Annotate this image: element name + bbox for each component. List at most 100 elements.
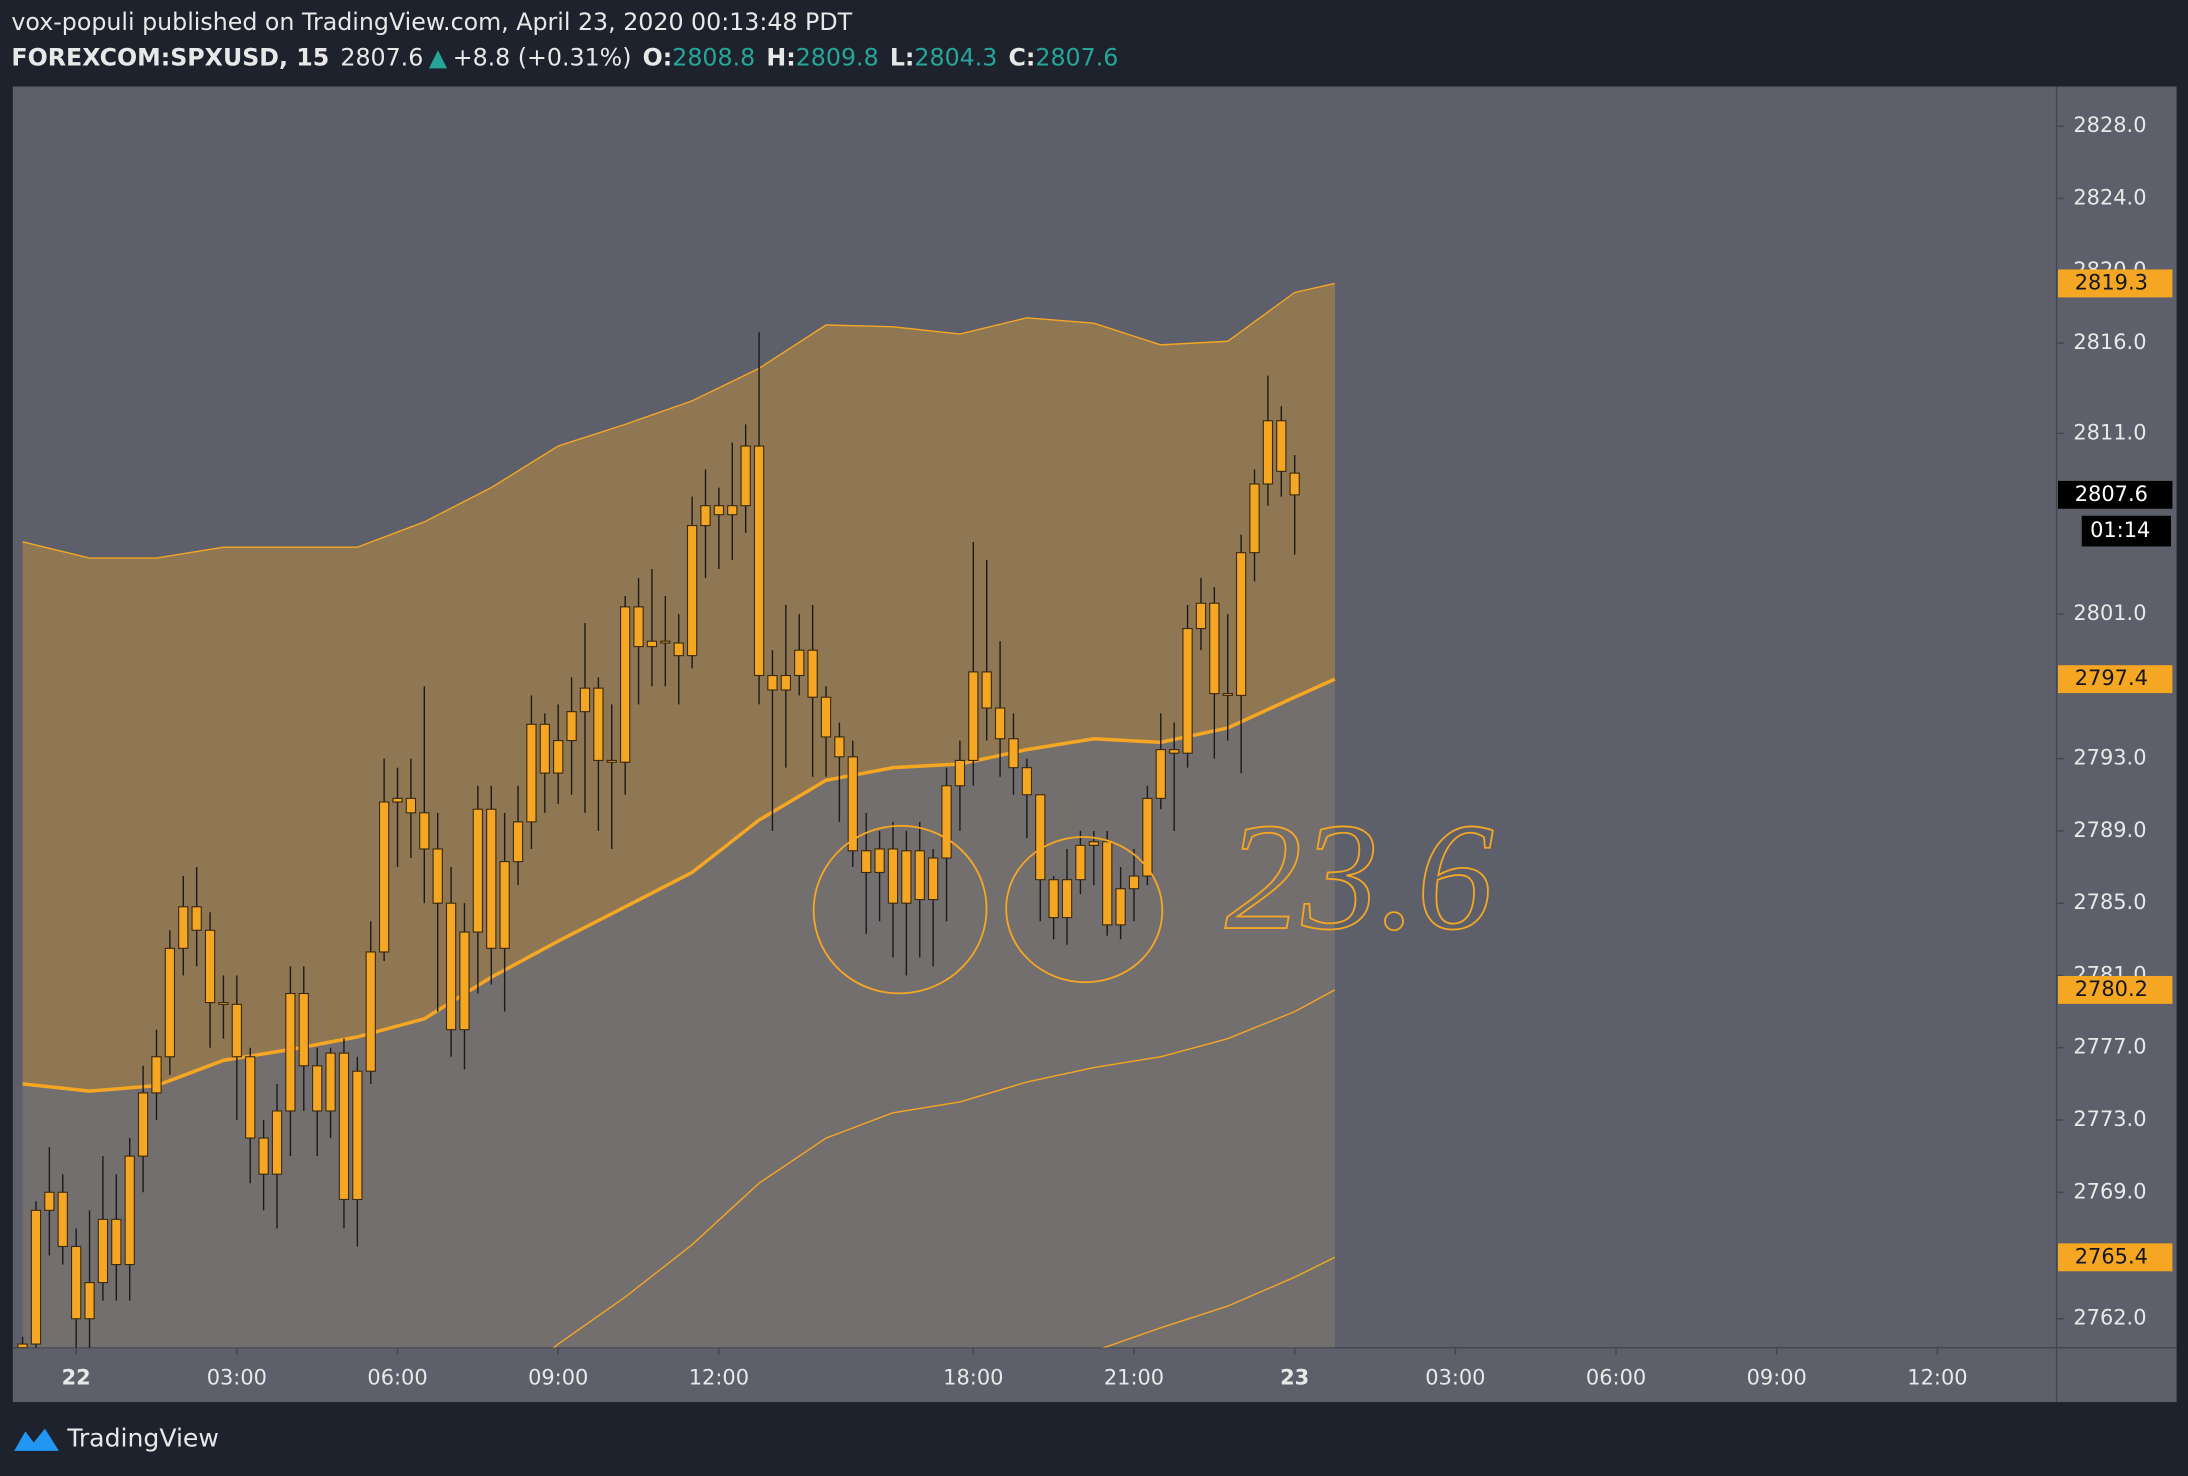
last-price: 2807.6	[340, 43, 423, 71]
candle-body	[1249, 483, 1260, 554]
candle-body	[660, 640, 671, 644]
candle-body	[365, 951, 376, 1072]
candle-body	[137, 1092, 149, 1157]
candle-body	[1048, 879, 1059, 919]
candle-body	[727, 505, 738, 516]
x-tick-label: 12:00	[689, 1365, 749, 1389]
y-tick-label: 2762.0	[2073, 1306, 2146, 1330]
overlay: 2828.02824.02820.02816.02811.02801.02793…	[62, 113, 2173, 1389]
candle-body	[539, 723, 550, 774]
candle-body	[258, 1137, 269, 1175]
candle-body	[1182, 627, 1193, 754]
lower-band-fill	[22, 679, 1335, 1348]
candle-body	[1142, 797, 1153, 877]
x-tick-label: 03:00	[1425, 1365, 1485, 1389]
candle-body	[753, 445, 765, 677]
x-tick-label: 09:00	[528, 1365, 588, 1389]
y-tick-label: 2811.0	[2073, 420, 2146, 444]
candle-body	[1035, 794, 1046, 881]
candle-body	[1008, 738, 1019, 769]
candle-body	[553, 740, 564, 774]
drawing-text: 23.6	[1225, 792, 1494, 962]
candle-body	[285, 992, 296, 1112]
candle-body	[245, 1056, 256, 1139]
band-line	[1102, 1256, 1336, 1348]
candle-body	[901, 850, 912, 904]
band-badge-label: 2780.2	[2075, 977, 2148, 1001]
y-tick-label: 2785.0	[2073, 890, 2146, 914]
candle-body	[968, 671, 979, 761]
c-label: C:	[1009, 43, 1036, 71]
candle-body	[861, 850, 872, 874]
x-tick-label: 06:00	[1586, 1365, 1646, 1389]
price-badge-label: 2807.6	[2075, 482, 2148, 506]
candle-body	[432, 848, 443, 904]
candle-body	[954, 759, 966, 787]
candle-body	[1222, 693, 1233, 696]
candle-body	[700, 505, 711, 527]
plot-area	[17, 282, 1336, 1348]
candle-body	[847, 756, 858, 852]
l-value: 2804.3	[914, 43, 997, 71]
y-tick-label: 2816.0	[2073, 330, 2146, 354]
candle-body	[593, 687, 604, 761]
brand: TradingView	[66, 1424, 219, 1453]
x-tick-label: 22	[62, 1365, 91, 1389]
o-label: O:	[643, 43, 673, 71]
symbol-line: FOREXCOM:SPXUSD, 15 2807.6 ▲ +8.8 (+0.31%) O…	[11, 43, 1118, 71]
candle-body	[392, 797, 403, 803]
candle-body	[97, 1218, 109, 1284]
band-badge-label: 2819.3	[2075, 270, 2148, 294]
pane	[12, 86, 2177, 1403]
candle-body	[124, 1155, 135, 1266]
candle-body	[30, 1209, 42, 1345]
y-tick-label: 2793.0	[2073, 746, 2146, 770]
candle-body	[17, 1343, 28, 1348]
logo: TradingView	[14, 1424, 219, 1453]
candle-body	[1209, 602, 1220, 695]
candle-body	[1128, 875, 1140, 890]
band-badge	[2058, 269, 2173, 298]
candle-body	[111, 1218, 122, 1266]
candle-body	[405, 797, 417, 814]
price-badge	[2058, 480, 2173, 509]
y-tick-label: 2777.0	[2073, 1035, 2146, 1059]
candle-body	[164, 947, 176, 1058]
candle-body	[1195, 602, 1207, 630]
candle-body	[218, 1001, 229, 1005]
symbol: FOREXCOM:SPXUSD, 15	[11, 43, 329, 71]
candle-body	[70, 1245, 82, 1320]
candle-body	[820, 696, 832, 738]
candle-body	[807, 649, 818, 698]
y-tick-label: 2801.0	[2073, 601, 2146, 625]
candle-body	[887, 848, 899, 904]
candle-body	[927, 857, 939, 901]
candle-body	[472, 808, 484, 933]
candle-body	[378, 801, 390, 953]
candle-body	[1169, 749, 1180, 754]
candle-body	[57, 1191, 68, 1248]
c-value: 2807.6	[1035, 43, 1118, 71]
candle-body	[526, 723, 537, 823]
candle-body	[874, 848, 885, 874]
candle-body	[338, 1052, 350, 1201]
candle-body	[298, 992, 309, 1067]
o-value: 2808.8	[672, 43, 755, 71]
candle-body	[686, 524, 698, 657]
candle-body	[834, 736, 845, 758]
band-line	[22, 282, 1336, 559]
candle-body	[1021, 767, 1033, 796]
band-badge-label: 2797.4	[2075, 666, 2148, 690]
logo-icon	[14, 1428, 59, 1451]
x-tick-label: 12:00	[1907, 1365, 1967, 1389]
candle-body	[1115, 888, 1126, 926]
y-tick-label: 2824.0	[2073, 186, 2146, 210]
candle-body	[794, 649, 805, 677]
h-value: 2809.8	[796, 43, 879, 71]
arrow: ▲	[429, 43, 448, 71]
candle-body	[646, 640, 658, 648]
candle-body	[1102, 841, 1113, 926]
band-line	[552, 989, 1336, 1348]
